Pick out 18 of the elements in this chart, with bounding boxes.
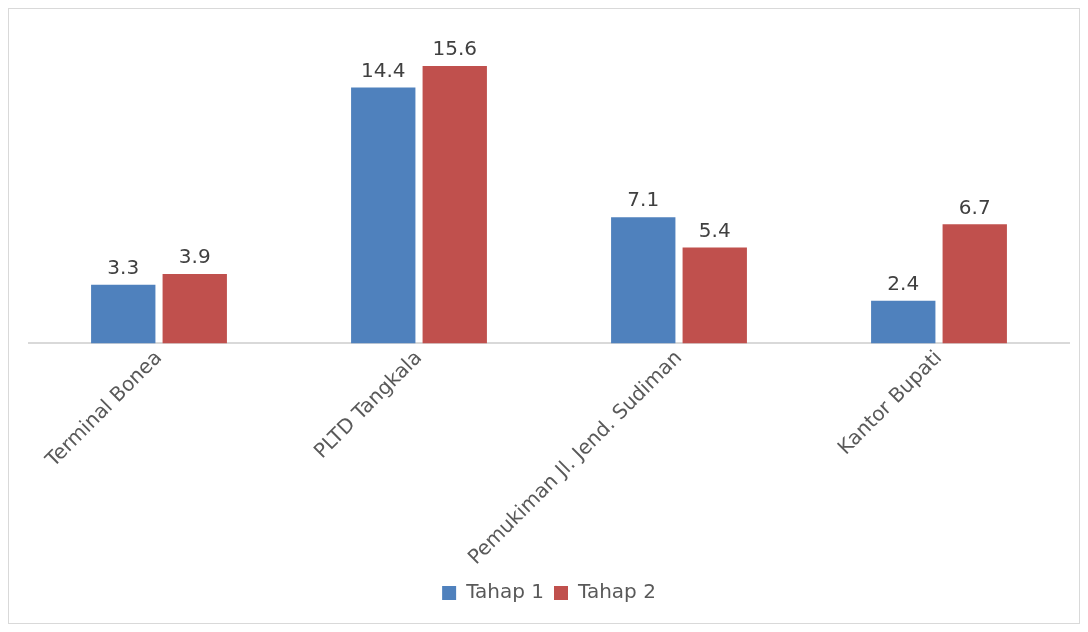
data-label: 3.9 — [178, 244, 211, 269]
bar — [162, 274, 227, 344]
data-label: 6.7 — [958, 194, 991, 219]
bar — [682, 247, 747, 344]
legend-label: Tahap 1 — [465, 579, 544, 604]
data-label: 15.6 — [432, 36, 478, 61]
data-label: 3.3 — [107, 254, 140, 279]
data-label: 14.4 — [360, 57, 406, 82]
bar — [351, 87, 416, 344]
data-label: 5.4 — [698, 217, 731, 242]
data-label: 2.4 — [887, 270, 920, 295]
bar — [871, 300, 936, 344]
legend-label: Tahap 2 — [577, 579, 656, 604]
bar — [942, 224, 1007, 344]
data-label: 7.1 — [627, 187, 660, 212]
bar — [91, 284, 156, 344]
bar — [422, 66, 487, 344]
bar — [611, 217, 676, 344]
